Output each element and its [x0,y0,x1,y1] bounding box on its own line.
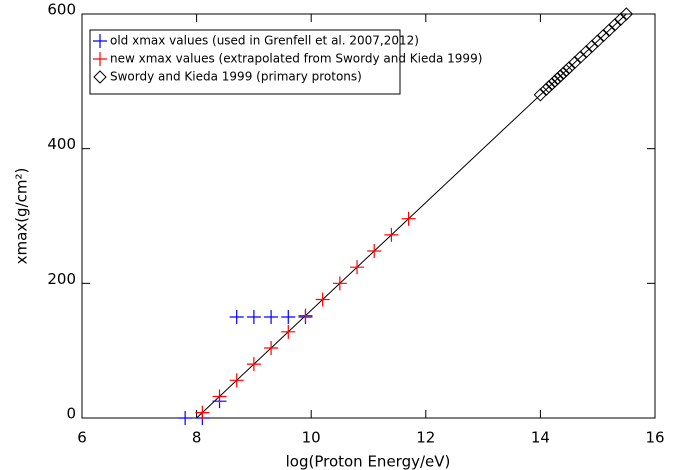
plus-marker [229,373,244,388]
y-tick-label: 200 [47,270,76,288]
plus-marker [178,411,193,425]
x-tick-label: 14 [531,429,550,447]
y-tick-label: 400 [47,135,76,153]
diamond-marker [559,63,573,78]
diamond-marker [553,69,568,83]
plus-marker [246,357,261,372]
plus-marker [367,244,382,259]
plus-marker [229,310,244,324]
diamond-marker [579,44,593,59]
plus-marker [195,405,210,420]
plus-marker [315,292,330,307]
plus-marker [212,389,227,404]
diamond-marker [542,80,556,94]
plus-marker [264,340,279,355]
legend-marker [93,70,107,84]
diamond-marker [619,7,634,21]
diamond-marker [545,77,559,91]
diamond-marker [562,61,576,75]
y-axis-label: xmax(g/cm²) [13,168,31,265]
diamond-marker [585,39,599,54]
y-tick-label: 600 [47,1,76,19]
diamond-marker [556,66,571,80]
x-tick-label: 8 [192,429,202,447]
x-tick-label: 6 [77,429,87,447]
legend-marker [93,34,107,48]
plus-marker [281,310,296,324]
x-tick-label: 16 [645,429,664,447]
plus-marker [264,310,279,324]
diamond-marker [602,23,616,37]
diamond-marker [573,50,588,64]
diamond-marker [590,34,605,48]
diamond-marker [533,88,548,102]
legend-box [89,29,401,95]
plus-marker [401,211,416,226]
plus-marker [384,227,399,242]
x-tick-label: 12 [416,429,435,447]
plus-marker [246,310,261,324]
y-tick-label: 0 [66,405,76,423]
plus-marker [281,324,296,339]
legend-marker [93,52,107,66]
x-axis-label: log(Proton Energy/eV) [286,453,451,470]
diamond-marker [613,12,628,27]
plus-marker [350,260,365,275]
diamond-marker [548,74,562,89]
diamond-marker [596,28,611,43]
legend-label: Swordy and Kieda 1999 (primary protons) [110,70,362,84]
legend-label: new xmax values (extrapolated from Sword… [110,52,482,66]
plot-frame [81,13,656,419]
plus-marker [298,308,313,323]
plus-marker [332,276,347,291]
legend-label: old xmax values (used in Grenfell et al.… [110,34,419,48]
diamond-marker [568,55,582,70]
x-tick-label: 10 [302,429,321,447]
diamond-marker [539,82,553,97]
diamond-marker [608,18,622,32]
diamond-marker [550,71,565,86]
